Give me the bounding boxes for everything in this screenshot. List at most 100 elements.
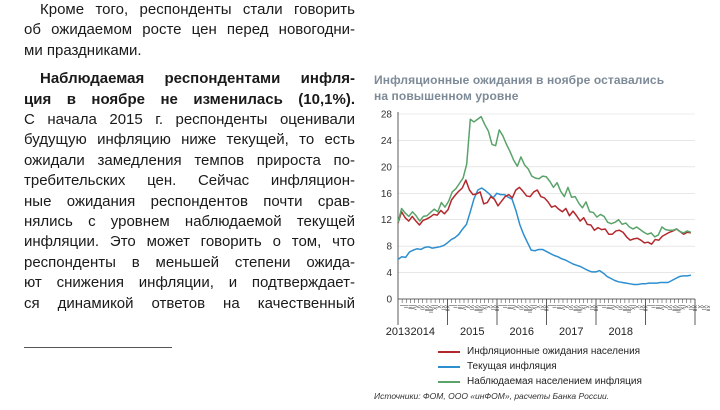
month-label: VII: [670, 305, 676, 311]
month-label: II: [402, 305, 408, 308]
month-label: II: [650, 305, 656, 308]
month-label: VII: [472, 305, 478, 311]
month-label: XII: [641, 305, 647, 311]
month-label: XII: [443, 305, 449, 311]
month-label: X: [435, 305, 441, 309]
month-label: VII: [423, 305, 429, 311]
month-label: IV: [608, 305, 614, 310]
month-label: II: [501, 305, 507, 308]
month-label: I: [596, 305, 602, 306]
month-label: II: [452, 305, 458, 308]
month-label: XI: [687, 305, 693, 310]
month-label: IX: [481, 305, 487, 310]
month-label: XI: [588, 305, 594, 310]
series-line-current: [397, 187, 692, 286]
legend-swatch: [438, 365, 460, 368]
y-tick-label: 4: [386, 268, 392, 279]
y-tick-label: 16: [381, 189, 393, 200]
month-label: IV: [460, 305, 466, 310]
text-line: инфляции. Это может говорить о том, что: [24, 233, 355, 251]
text-line: С начала 2015 г. респонденты оценивали: [24, 111, 355, 129]
year-label: 2014: [411, 326, 435, 338]
month-label: VIII: [476, 305, 482, 313]
month-label: I: [398, 305, 404, 306]
month-label: VII: [522, 305, 528, 311]
month-label: V: [415, 305, 421, 309]
chart-title: Инфляционные ожидания в ноябре оставалис…: [374, 72, 664, 104]
month-label: VI: [518, 305, 524, 310]
month-label: IV: [509, 305, 515, 310]
month-label: VI: [666, 305, 672, 310]
month-label: V: [514, 305, 520, 309]
month-label: VI: [468, 305, 474, 310]
chart-legend: Инфляционные ожидания населения Текущая …: [438, 344, 642, 389]
month-label: VIII: [526, 305, 532, 313]
year-label: 2013: [386, 326, 410, 338]
month-label: IV: [658, 305, 664, 310]
series-line-expectations: [397, 179, 692, 245]
month-label: III: [456, 305, 462, 309]
month-label: IX: [530, 305, 536, 310]
article-text: Кроме того, респонденты стали говорить о…: [24, 0, 355, 314]
month-label: XII: [592, 305, 598, 311]
month-label: XII: [704, 305, 710, 311]
text-line: респонденты в меньшей степени ожида-: [24, 253, 355, 271]
month-label: VI: [617, 305, 623, 310]
legend-label: Текущая инфляция: [467, 361, 557, 372]
source-note: Источники: ФОМ, ООО «инФОМ», расчеты Бан…: [374, 391, 610, 401]
month-label: VII: [621, 305, 627, 311]
text-line: ся динамикой ответов на качественный: [24, 294, 355, 312]
text-line: ные ожидания респондентов почти срав-: [24, 192, 355, 210]
month-label: V: [613, 305, 619, 309]
month-label: III: [555, 305, 561, 309]
month-label: XI: [637, 305, 643, 310]
month-label: V: [464, 305, 470, 309]
month-label: I: [497, 305, 503, 306]
month-label: I: [547, 305, 553, 306]
legend-item-current: Текущая инфляция: [438, 359, 642, 374]
text-line: об ожидаемом росте цен перед новогодни-: [24, 21, 355, 39]
month-label: X: [696, 305, 702, 309]
text-line: ми праздниками.: [24, 41, 142, 59]
month-label: IV: [559, 305, 565, 310]
y-tick-label: 12: [381, 215, 393, 226]
month-label: III: [406, 305, 412, 309]
month-label: IX: [629, 305, 635, 310]
month-label: XI: [538, 305, 544, 310]
month-label: III: [654, 305, 660, 309]
inflation-chart: 0481216202428IIIIIIIVVVIVIIVIIIIXXXIXIII…: [381, 110, 710, 339]
y-tick-label: 28: [381, 110, 393, 121]
month-label: XII: [493, 305, 499, 311]
chart-title-line: Инфляционные ожидания в ноябре оставалис…: [374, 73, 665, 87]
y-tick-label: 20: [381, 162, 393, 173]
text-line: нялись с уровнем наблюдаемой текущей: [24, 213, 355, 231]
chart-title-line: на повышенном уровне: [374, 89, 519, 103]
month-label: IX: [580, 305, 586, 310]
month-label: IV: [410, 305, 416, 310]
month-label: V: [563, 305, 569, 309]
text-line: Кроме того, респонденты стали говорить: [40, 1, 355, 18]
legend-label: Наблюдаемая населением инфляция: [467, 376, 642, 387]
month-label: XI: [439, 305, 445, 310]
footnote-rule: [24, 347, 172, 348]
year-label: 2017: [559, 326, 583, 338]
legend-swatch: [438, 380, 460, 383]
month-label: X: [534, 305, 540, 309]
legend-item-observed: Наблюдаемая населением инфляция: [438, 374, 642, 389]
month-label: I: [448, 305, 454, 306]
text-line: ожидали замедления темпов прироста по-: [24, 151, 355, 169]
month-label: X: [584, 305, 590, 309]
month-label: VI: [567, 305, 573, 310]
month-label: X: [633, 305, 639, 309]
month-label: IX: [431, 305, 437, 310]
month-label: XII: [691, 305, 697, 311]
month-label: VIII: [625, 305, 631, 313]
y-tick-label: 24: [381, 136, 393, 147]
month-label: VIII: [427, 305, 433, 313]
month-label: XI: [489, 305, 495, 310]
month-label: III: [505, 305, 511, 309]
month-label: VIII: [575, 305, 581, 313]
text-line: будущую инфляцию ниже текущей, то есть: [24, 131, 355, 149]
legend-item-expectations: Инфляционные ожидания населения: [438, 344, 642, 359]
month-label: III: [604, 305, 610, 309]
